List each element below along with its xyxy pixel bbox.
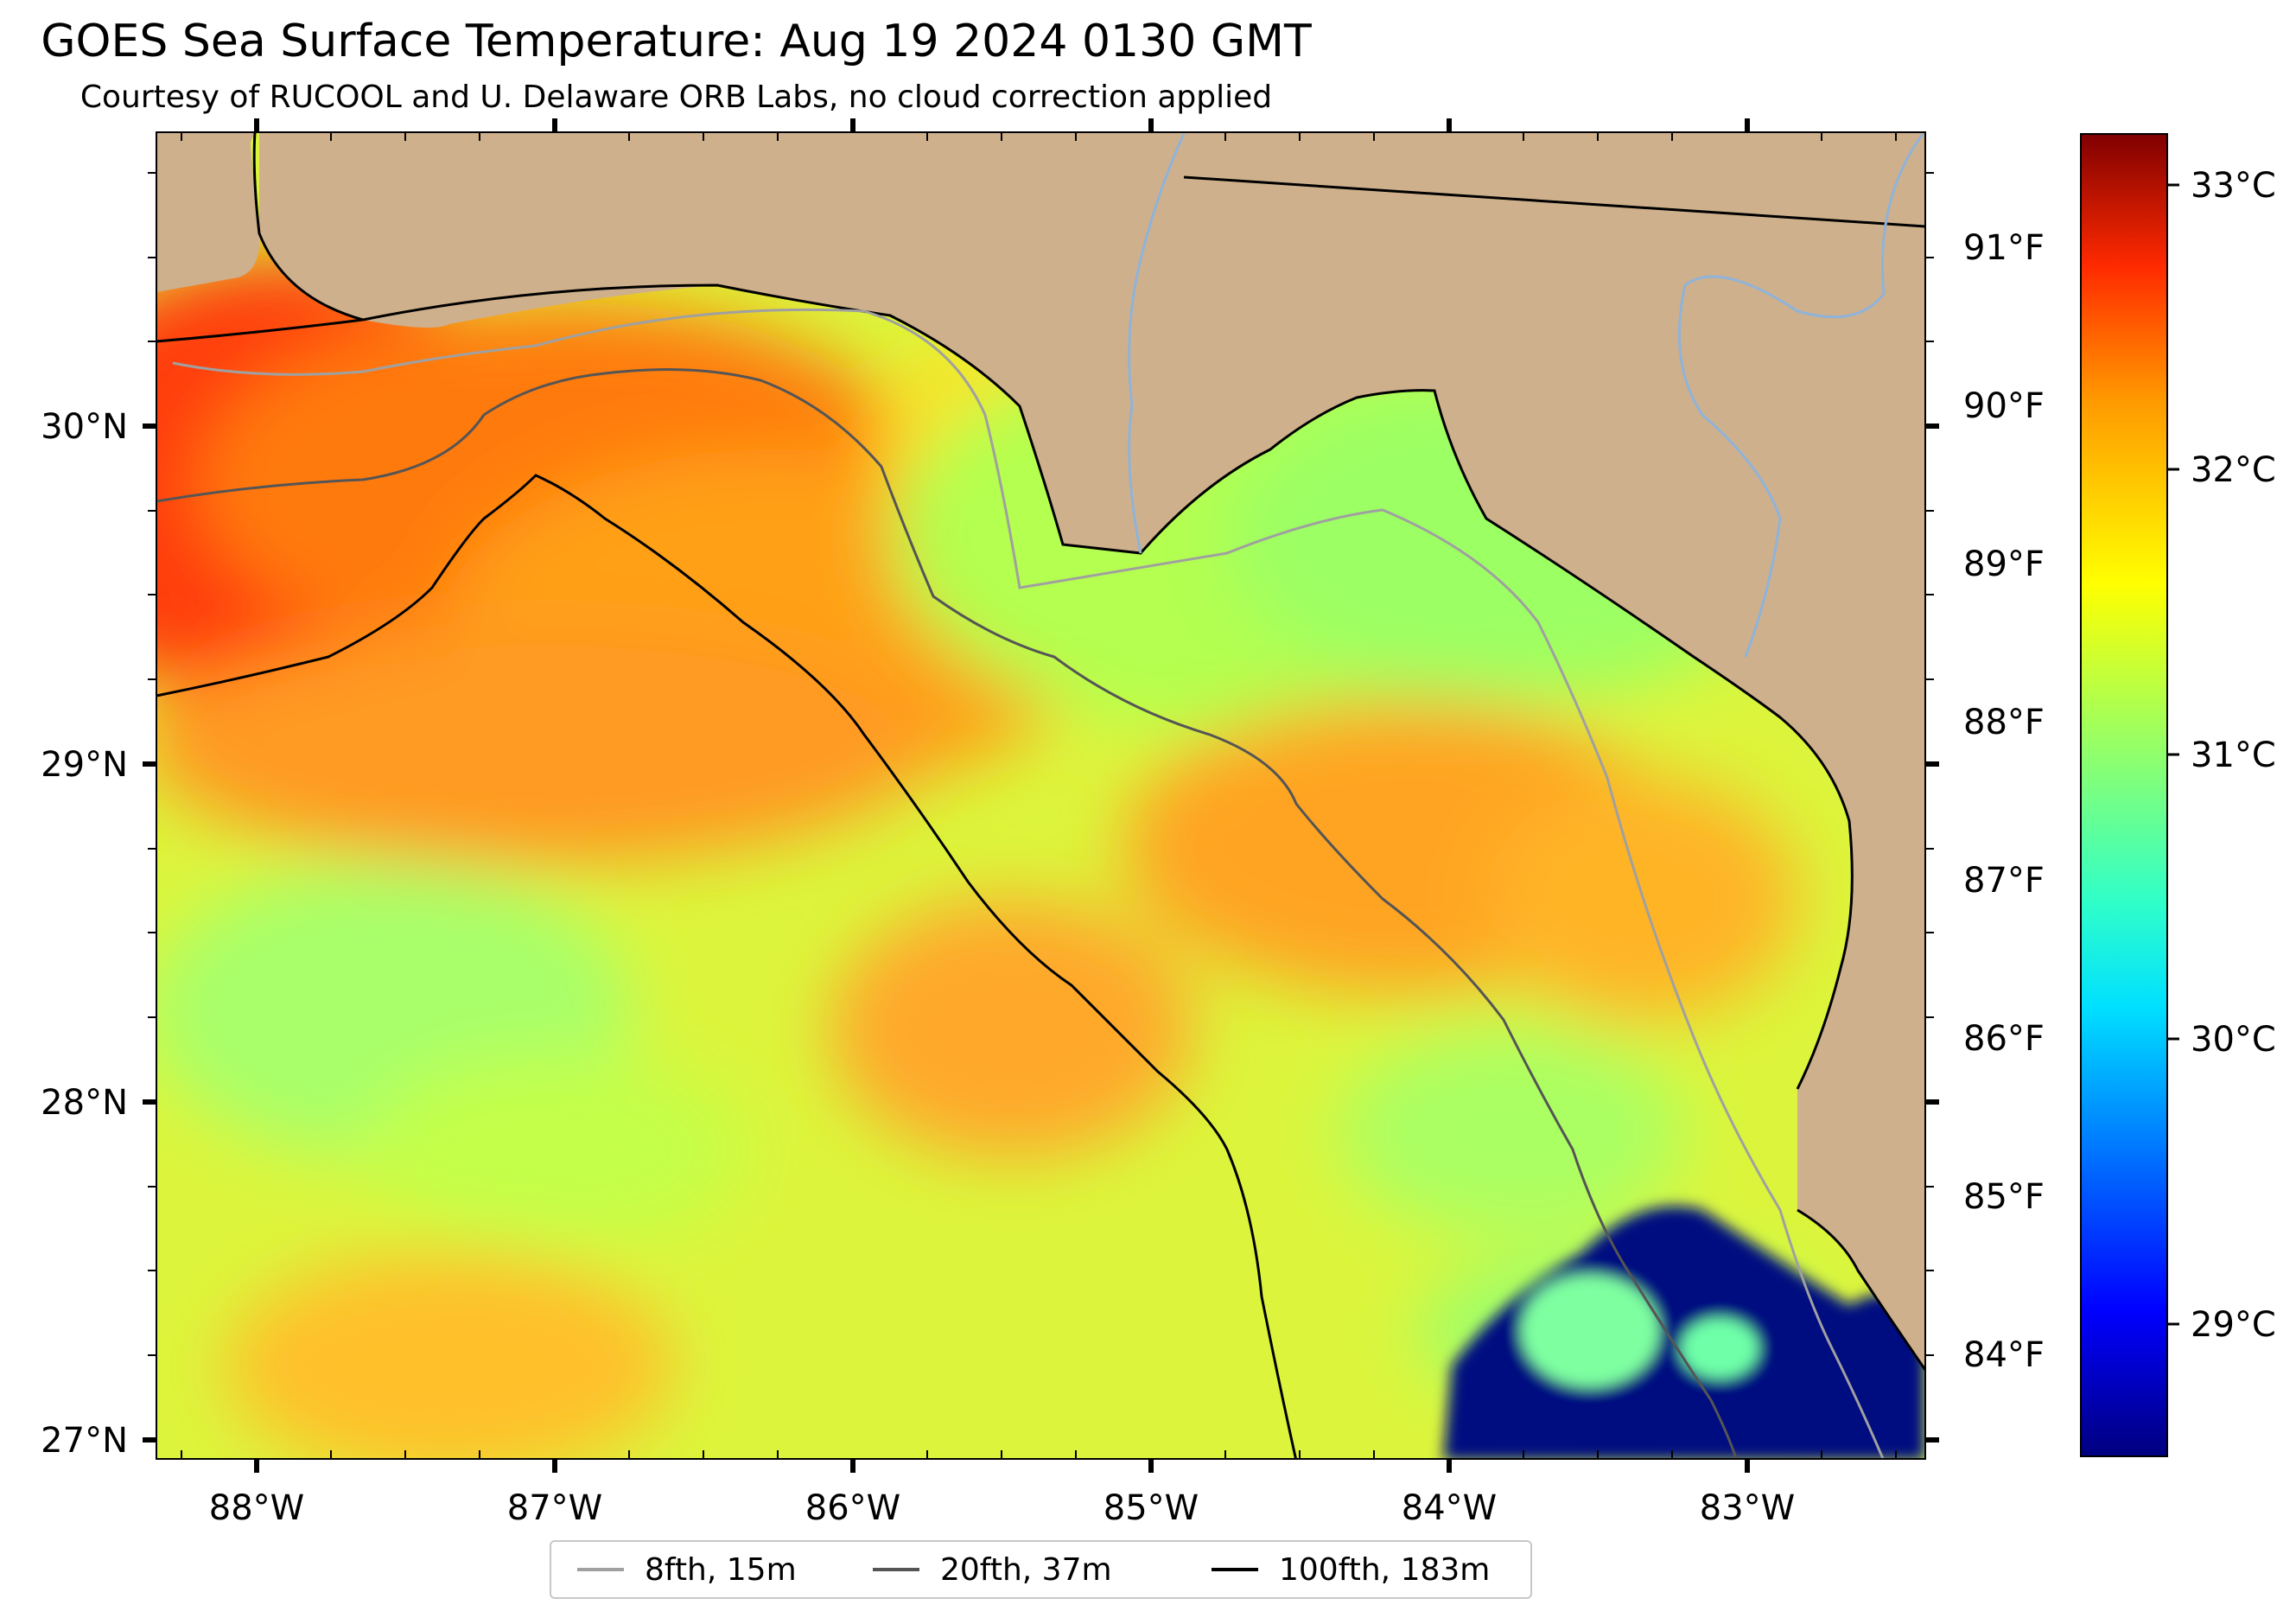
sst-field <box>156 132 1925 1459</box>
rivers <box>1128 133 1924 658</box>
legend-item-100fth: 100fth, 183m <box>1212 1542 1490 1597</box>
legend-line-icon <box>577 1568 624 1571</box>
minor-ticks <box>148 132 1934 1459</box>
isobath-100fth <box>156 474 1298 1459</box>
lat-label: 29°N <box>41 745 128 785</box>
f-label: 85°F <box>1963 1177 2045 1217</box>
lon-label: 87°W <box>507 1488 602 1528</box>
c-label: 30°C <box>2191 1020 2276 1060</box>
lat-label: 30°N <box>41 407 128 447</box>
legend-line-icon <box>1212 1568 1258 1571</box>
c-label: 32°C <box>2191 450 2276 490</box>
isobaths <box>156 308 1885 1459</box>
f-label: 89°F <box>1963 545 2045 584</box>
isobath-legend: 8fth, 15m 20fth, 37m 100fth, 183m <box>550 1540 1532 1599</box>
legend-label: 8fth, 15m <box>645 1551 797 1588</box>
lon-label: 86°W <box>805 1488 900 1528</box>
major-ticks <box>143 118 1939 1473</box>
map-title: GOES Sea Surface Temperature: Aug 19 202… <box>41 16 1312 67</box>
f-label: 90°F <box>1963 386 2045 426</box>
legend-item-8fth: 8fth, 15m <box>577 1542 797 1597</box>
f-label: 86°F <box>1963 1019 2045 1059</box>
isobath-8fth <box>172 308 1885 1459</box>
latitude-labels: 30°N 29°N 28°N 27°N <box>41 407 128 1461</box>
lon-label: 83°W <box>1700 1488 1795 1528</box>
fahrenheit-labels: 91°F 90°F 89°F 88°F 87°F 86°F 85°F 84°F <box>1963 228 2045 1375</box>
lat-label: 28°N <box>41 1083 128 1123</box>
f-label: 88°F <box>1963 703 2045 742</box>
lat-label: 27°N <box>41 1421 128 1461</box>
legend-label: 100fth, 183m <box>1279 1551 1491 1588</box>
c-label: 33°C <box>2191 166 2276 206</box>
map-subtitle: Courtesy of RUCOOL and U. Delaware ORB L… <box>80 80 1273 115</box>
f-label: 84°F <box>1963 1335 2045 1375</box>
plot-frame <box>156 131 1926 1460</box>
lon-label: 88°W <box>209 1488 304 1528</box>
c-label: 31°C <box>2191 736 2276 775</box>
land-mass <box>156 132 1925 1370</box>
lon-label: 85°W <box>1103 1488 1199 1528</box>
c-label: 29°C <box>2191 1305 2276 1345</box>
colorbar-gradient <box>2080 133 2168 1457</box>
legend-label: 20fth, 37m <box>940 1551 1112 1588</box>
f-label: 91°F <box>1963 228 2045 268</box>
colorbar: 33°C 32°C 31°C 30°C 29°C <box>2080 133 2276 1457</box>
f-label: 87°F <box>1963 861 2045 901</box>
coastline <box>156 132 1925 1371</box>
lon-label: 84°W <box>1402 1488 1497 1528</box>
isobath-20fth <box>156 368 1738 1459</box>
longitude-labels: 88°W 87°W 86°W 85°W 84°W 83°W <box>209 1488 1795 1528</box>
legend-item-20fth: 20fth, 37m <box>873 1542 1112 1597</box>
legend-line-icon <box>873 1568 919 1571</box>
